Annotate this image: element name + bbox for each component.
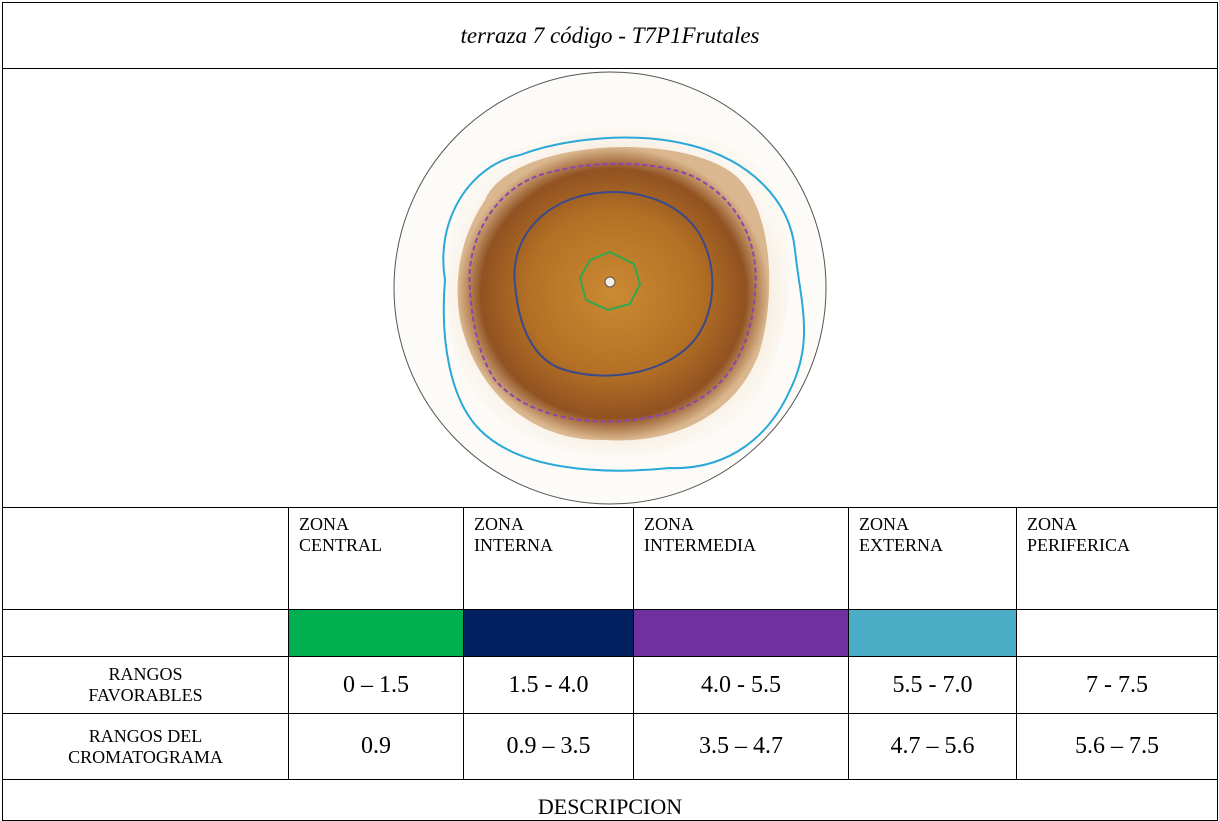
zone-name: ZONA CENTRAL — [299, 514, 382, 556]
empty-cell — [3, 508, 289, 610]
zone-swatch — [464, 610, 634, 657]
zone-header: ZONA PERIFERICA — [1017, 508, 1218, 610]
zone-name: ZONA INTERNA — [474, 514, 553, 556]
zone-swatch — [289, 610, 464, 657]
zone-name: ZONA INTERMEDIA — [644, 514, 756, 556]
chromatogram-cell — [3, 69, 1218, 508]
range-value: 5.5 - 7.0 — [849, 657, 1017, 714]
page: terraza 7 código - T7P1Frutales ZONA CEN… — [0, 0, 1219, 807]
range-value: 1.5 - 4.0 — [464, 657, 634, 714]
chromatogram — [390, 70, 830, 506]
row-label-text: RANGOS FAVORABLES — [88, 664, 202, 706]
zone-header: ZONA EXTERNA — [849, 508, 1017, 610]
range-value: 3.5 – 4.7 — [634, 714, 849, 780]
report-table: terraza 7 código - T7P1Frutales ZONA CEN… — [2, 2, 1218, 821]
description: DESCRIPCION — [3, 780, 1218, 821]
zone-name: ZONA PERIFERICA — [1027, 514, 1130, 556]
range-value: 0.9 – 3.5 — [464, 714, 634, 780]
row-label-text: RANGOS DEL CROMATOGRAMA — [68, 726, 223, 768]
range-value: 7 - 7.5 — [1017, 657, 1218, 714]
empty-cell — [3, 610, 289, 657]
range-value: 0.9 — [289, 714, 464, 780]
title: terraza 7 código - T7P1Frutales — [3, 3, 1218, 69]
zone-swatch — [849, 610, 1017, 657]
range-value: 5.6 – 7.5 — [1017, 714, 1218, 780]
zone-header: ZONA INTERNA — [464, 508, 634, 610]
zone-swatch — [634, 610, 849, 657]
zone-name: ZONA EXTERNA — [859, 514, 943, 556]
range-value: 0 – 1.5 — [289, 657, 464, 714]
row-label: RANGOS DEL CROMATOGRAMA — [3, 714, 289, 780]
range-value: 4.0 - 5.5 — [634, 657, 849, 714]
zone-header: ZONA INTERMEDIA — [634, 508, 849, 610]
zone-header: ZONA CENTRAL — [289, 508, 464, 610]
range-value: 4.7 – 5.6 — [849, 714, 1017, 780]
zone-swatch — [1017, 610, 1218, 657]
row-label: RANGOS FAVORABLES — [3, 657, 289, 714]
